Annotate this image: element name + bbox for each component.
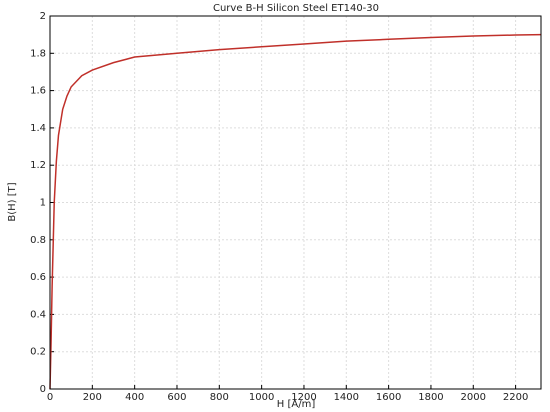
x-tick-label: 600	[167, 392, 186, 403]
x-tick-label: 2000	[461, 392, 486, 403]
y-tick-label: 0.2	[30, 347, 46, 358]
plot-frame	[49, 15, 542, 390]
y-tick-label: 1.4	[30, 123, 46, 134]
y-tick-label: 1.6	[30, 86, 46, 97]
x-tick-label: 1600	[376, 392, 401, 403]
x-tick-label: 1800	[418, 392, 443, 403]
x-tick-label: 0	[47, 392, 53, 403]
y-tick-label: 1	[40, 198, 46, 209]
x-tick-label: 800	[210, 392, 229, 403]
y-tick-label: 1.2	[30, 160, 46, 171]
x-tick-label: 2200	[503, 392, 528, 403]
y-tick-label: 2	[40, 11, 46, 22]
y-tick-label: 1.8	[30, 48, 46, 59]
x-tick-label: 1400	[334, 392, 359, 403]
data-line	[49, 33, 542, 390]
y-tick-label: 0.8	[30, 235, 46, 246]
x-axis-label: H [A/m]	[277, 399, 316, 410]
x-tick-label: 400	[125, 392, 144, 403]
x-tick-label: 200	[83, 392, 102, 403]
x-tick-label: 1200	[291, 392, 316, 403]
chart-title: Curve B-H Silicon Steel ET140-30	[213, 3, 379, 14]
y-tick-label: 0.4	[30, 309, 46, 320]
y-axis-label: B(H) [T]	[7, 182, 18, 221]
x-tick-label: 1000	[249, 392, 274, 403]
y-tick-label: 0.6	[30, 272, 46, 283]
y-tick-label: 0	[40, 384, 46, 395]
